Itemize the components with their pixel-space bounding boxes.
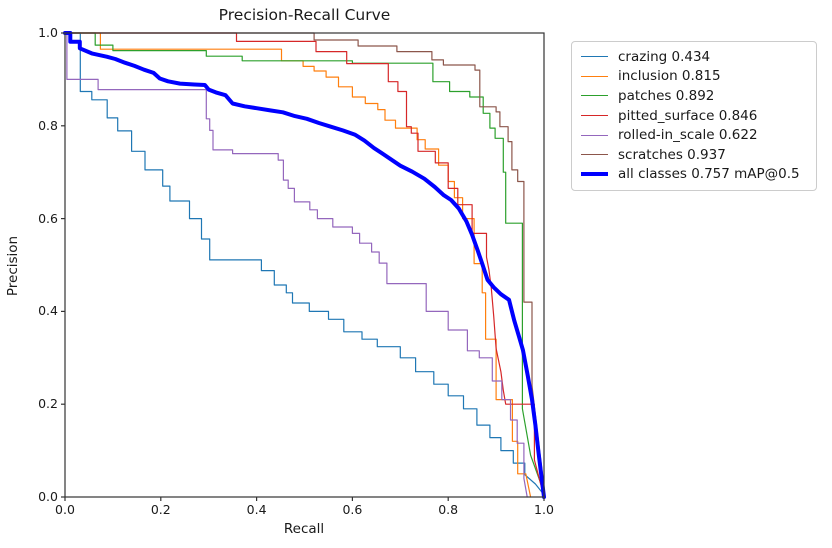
y-tick-label: 0.0 bbox=[38, 489, 58, 504]
y-tick-label: 0.2 bbox=[38, 396, 58, 412]
legend-line-swatch-patches bbox=[581, 95, 608, 97]
y-tick-label: 0.6 bbox=[38, 210, 58, 226]
plot-border bbox=[64, 32, 545, 498]
legend-line-swatch-pitted_surface bbox=[581, 115, 608, 117]
legend-label: rolled-in_scale 0.622 bbox=[618, 127, 758, 144]
legend-label: all classes 0.757 mAP@0.5 bbox=[618, 166, 800, 183]
x-tick-label: 0.0 bbox=[55, 502, 75, 517]
legend-box: crazing 0.434 inclusion 0.815 patches 0.89… bbox=[571, 41, 817, 191]
legend-line-swatch-scratches bbox=[581, 154, 608, 156]
series-line-rolled-in_scale bbox=[64, 32, 528, 498]
legend-label: patches 0.892 bbox=[618, 87, 715, 104]
series-line-scratches bbox=[64, 32, 545, 489]
x-tick-label: 0.2 bbox=[150, 502, 171, 517]
legend-item-scratches: scratches 0.937 bbox=[572, 145, 816, 165]
legend-item-inclusion: inclusion 0.815 bbox=[572, 67, 816, 87]
legend-item-pitted_surface: pitted_surface 0.846 bbox=[572, 106, 816, 126]
series-line-inclusion bbox=[64, 32, 532, 498]
x-axis-label: Recall bbox=[283, 521, 325, 537]
legend-label: inclusion 0.815 bbox=[618, 68, 721, 85]
x-tick-label: 0.4 bbox=[246, 502, 267, 517]
legend-label: pitted_surface 0.846 bbox=[618, 107, 758, 124]
series-line-patches bbox=[64, 32, 545, 493]
legend-item-crazing: crazing 0.434 bbox=[572, 47, 816, 67]
x-tick-label: 0.8 bbox=[438, 502, 459, 517]
x-tick-label: 0.6 bbox=[342, 502, 363, 517]
series-line-pitted_surface bbox=[64, 32, 545, 498]
x-tick-label: 1.0 bbox=[534, 502, 554, 517]
series-line-all_classes bbox=[63, 31, 546, 499]
y-tick-label: 1.0 bbox=[38, 25, 58, 40]
series-line-crazing bbox=[64, 32, 545, 496]
legend-line-swatch-all_classes bbox=[581, 172, 608, 177]
y-tick-label: 0.4 bbox=[38, 303, 58, 319]
legend-item-all_classes: all classes 0.757 mAP@0.5 bbox=[572, 165, 816, 185]
legend-label: scratches 0.937 bbox=[618, 146, 726, 163]
legend-item-patches: patches 0.892 bbox=[572, 86, 816, 106]
chart-title: Precision-Recall Curve bbox=[218, 6, 391, 24]
y-tick-label: 0.8 bbox=[38, 117, 58, 133]
legend-label: crazing 0.434 bbox=[618, 48, 711, 65]
legend-line-swatch-crazing bbox=[581, 56, 608, 58]
legend-line-swatch-rolled-in_scale bbox=[581, 134, 608, 136]
legend-item-rolled-in_scale: rolled-in_scale 0.622 bbox=[572, 125, 816, 145]
legend-line-swatch-inclusion bbox=[581, 75, 608, 77]
